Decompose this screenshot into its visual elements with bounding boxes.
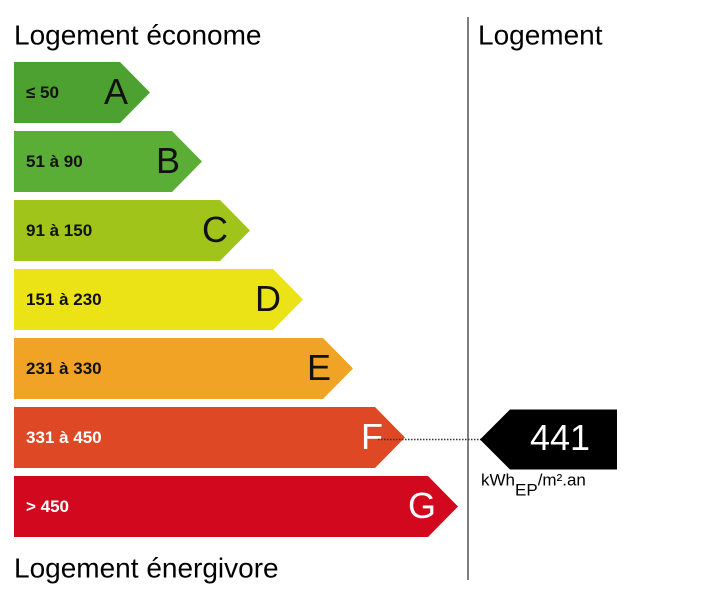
unit-main: kWh: [481, 471, 515, 490]
class-bar: [14, 338, 353, 399]
class-bar: [14, 407, 405, 468]
class-bar: [14, 476, 458, 537]
class-letter: E: [307, 347, 331, 388]
unit-sub: EP: [515, 481, 538, 500]
class-letter: C: [202, 209, 228, 250]
class-bar: [14, 62, 150, 123]
class-letter: D: [255, 278, 281, 319]
class-letter: G: [408, 485, 436, 526]
rating-unit: kWhEP/m².an: [481, 471, 586, 500]
class-letter: A: [104, 71, 128, 112]
class-range: 51 à 90: [26, 152, 83, 171]
header-left: Logement économe: [14, 19, 262, 50]
class-range: 151 à 230: [26, 290, 102, 309]
class-letter: B: [156, 140, 180, 181]
class-range: ≤ 50: [26, 83, 59, 102]
unit-rest: /m².an: [538, 471, 586, 490]
header-right: Logement: [478, 19, 603, 50]
class-bar: [14, 200, 250, 261]
class-range: 331 à 450: [26, 428, 102, 447]
footer: Logement énergivore: [14, 552, 279, 583]
class-bar: [14, 131, 202, 192]
class-bar: [14, 269, 303, 330]
class-range: 231 à 330: [26, 359, 102, 378]
rating-value: 441: [530, 417, 590, 458]
rating-arrow: [480, 409, 617, 470]
class-range: > 450: [26, 497, 69, 516]
class-range: 91 à 150: [26, 221, 92, 240]
class-letter: F: [361, 416, 383, 457]
